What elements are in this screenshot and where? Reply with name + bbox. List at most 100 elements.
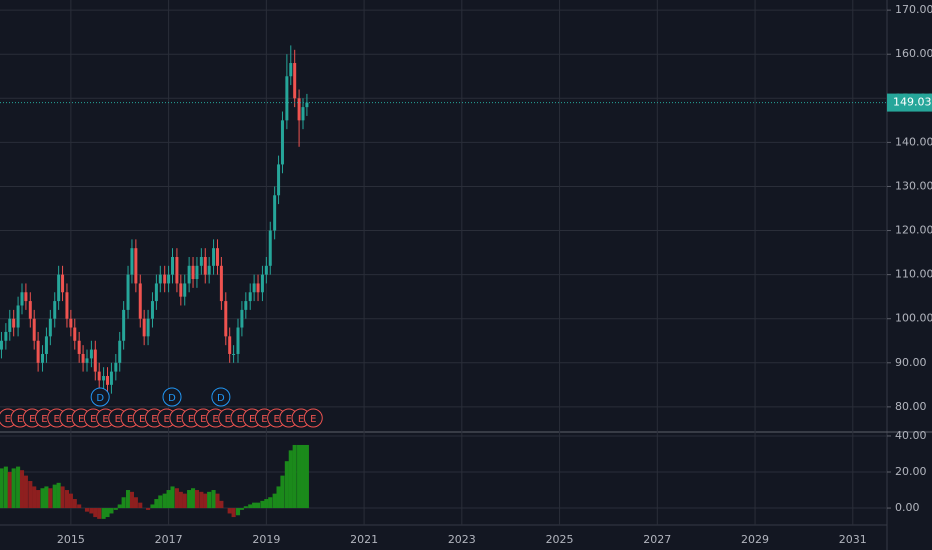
candle-body [273,195,277,231]
histogram-bar [227,508,232,514]
earnings-label: E [29,414,35,425]
histogram-bar [56,482,61,509]
candle-body [256,283,260,293]
earnings-label: E [115,414,121,425]
histogram-bar [239,508,244,510]
histogram-bar [105,508,110,518]
histogram-bar [77,504,82,509]
histogram-bar [174,488,179,509]
candle-body [252,283,256,293]
candle-body [85,358,89,363]
y-tick-label: 80.00 [895,400,927,413]
candle-body [65,292,69,319]
histogram-bar [129,491,135,509]
earnings-label: E [237,414,243,425]
candle-body [305,102,309,108]
candle-body [53,301,57,319]
last-price-label: 149.03 [893,96,932,109]
candle-body [163,274,167,284]
histogram-bar [158,495,163,509]
histogram-bar [101,508,106,519]
x-tick-label: 2019 [252,533,280,546]
earnings-label: E [139,414,145,425]
histogram-bar [60,486,65,509]
candle-body [236,327,240,354]
candle-body [32,318,36,341]
x-tick-label: 2017 [155,533,183,546]
histogram-bar [304,444,309,509]
y-tick-label: 160.00 [895,47,932,60]
y-tick-label: 90.00 [895,356,927,369]
histogram-bar [166,490,171,509]
histogram-bar [154,499,159,509]
earnings-label: E [102,414,108,425]
candle-body [212,248,216,266]
candle-body [171,256,175,275]
candle-body [138,283,142,319]
earnings-label: E [249,414,255,425]
earnings-label: E [176,414,182,425]
histogram-bar [146,508,151,510]
earnings-label: E [41,414,47,425]
earnings-label: E [200,414,206,425]
y-tick-label: 110.00 [895,268,932,281]
earnings-label: E [66,414,72,425]
candle-body [28,301,32,319]
histogram-bar [194,490,199,509]
candle-body [244,301,248,310]
histogram-bar [215,493,220,509]
y-tick-label: 40.00 [895,429,927,442]
candle-body [142,318,146,337]
histogram-bar [264,499,269,509]
candle-body [240,309,244,328]
candle-body [73,327,77,341]
earnings-label: E [273,414,279,425]
candle-body [297,98,301,121]
candle-body [89,349,93,359]
histogram-bar [44,486,49,509]
earnings-label: E [310,414,316,425]
candle-body [277,164,281,196]
candle-body [114,362,118,372]
histogram-bar [219,500,224,509]
last-price-badge [887,93,932,112]
candle-body [69,318,73,328]
earnings-marker [303,408,323,428]
candle-body [183,283,187,297]
x-tick-label: 2031 [839,533,867,546]
histogram-bar [297,444,302,509]
candle-body [207,265,211,275]
x-tick-label: 2021 [350,533,378,546]
candle-body [224,301,228,337]
histogram-bar [203,493,208,509]
histogram-bar [280,475,285,509]
histogram-bar [11,468,16,509]
histogram-bar [288,450,293,509]
candle-body [102,376,106,381]
candle-body [61,274,65,293]
histogram-bar [243,506,248,509]
dividends-marker [211,387,231,407]
candle-body [175,256,179,284]
candle-body [280,120,284,165]
earnings-label: E [5,414,11,425]
histogram-bar [138,502,143,509]
candle-body [77,340,81,354]
candle-body [130,248,134,275]
candle-body [264,265,268,275]
histogram-bar [40,488,45,509]
dividends-label: D [168,393,176,404]
histogram-bar [52,484,57,509]
candle-body [126,274,130,310]
y-tick-label: 140.00 [895,135,932,148]
earnings-label: E [286,414,292,425]
earnings-label: E [261,414,267,425]
y-tick-label: 100.00 [895,312,932,325]
earnings-label: E [78,414,84,425]
histogram-bar [97,508,102,519]
candle-body [122,309,126,341]
histogram-bar [133,497,138,509]
histogram-bar [162,493,167,509]
earnings-label: E [212,414,218,425]
